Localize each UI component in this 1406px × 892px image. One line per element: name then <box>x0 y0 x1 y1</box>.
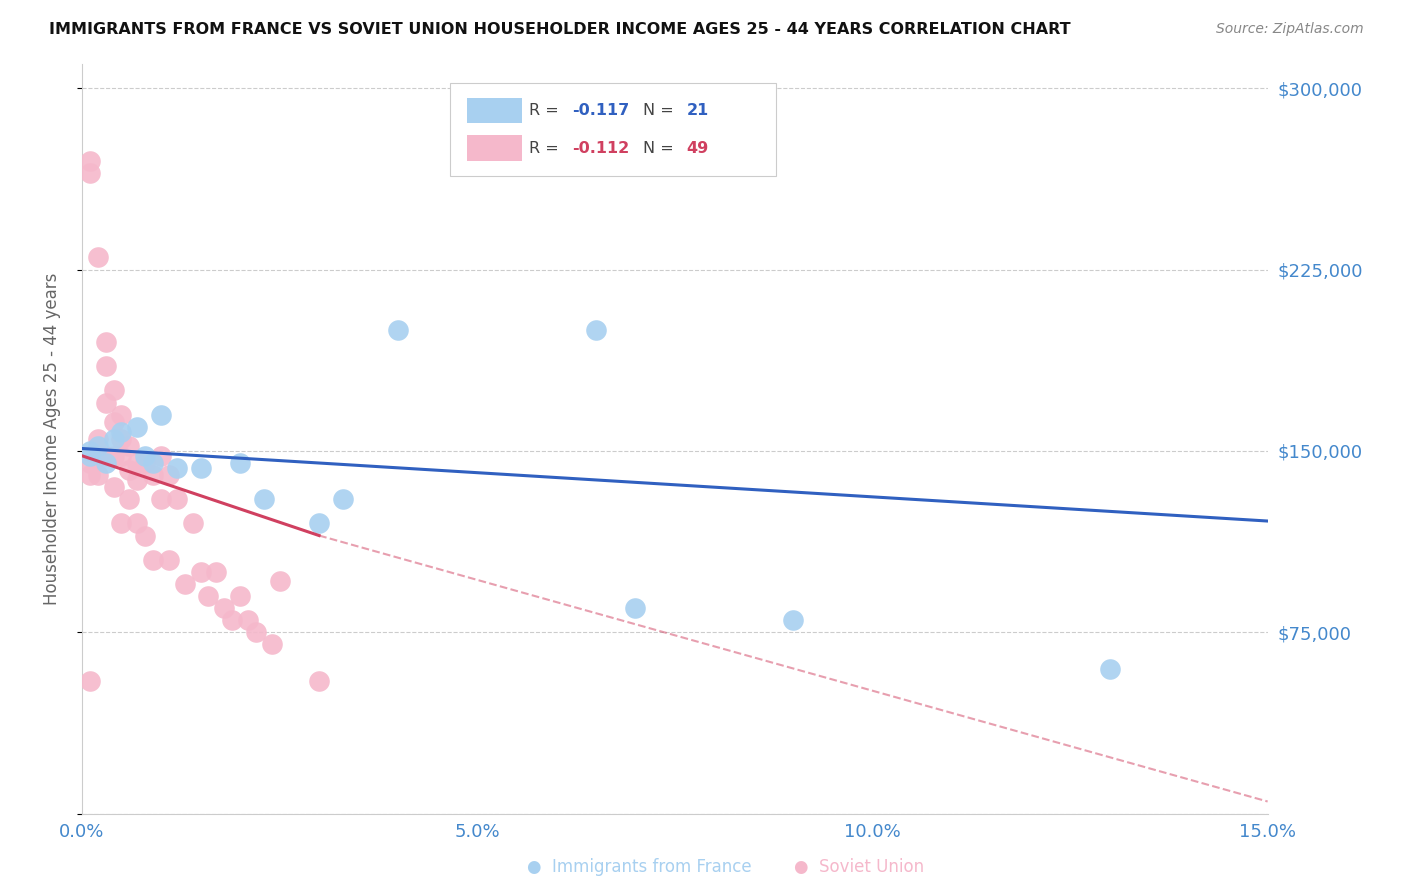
Point <box>118 439 141 453</box>
Point <box>127 456 149 470</box>
Point <box>624 601 647 615</box>
Text: R =: R = <box>529 103 564 118</box>
Point <box>94 449 117 463</box>
Point <box>118 492 141 507</box>
Point <box>212 601 235 615</box>
FancyBboxPatch shape <box>450 83 776 177</box>
Point <box>205 565 228 579</box>
Point <box>229 456 252 470</box>
Point <box>103 415 125 429</box>
Text: 49: 49 <box>686 141 709 155</box>
Point <box>585 323 607 337</box>
Point <box>79 456 101 470</box>
Point <box>110 408 132 422</box>
Point <box>87 251 110 265</box>
Text: 21: 21 <box>686 103 709 118</box>
Point <box>253 492 276 507</box>
Point <box>79 673 101 688</box>
Point <box>150 449 173 463</box>
Text: -0.112: -0.112 <box>572 141 628 155</box>
Point <box>173 577 195 591</box>
Point <box>245 625 267 640</box>
Point <box>190 460 212 475</box>
Point <box>387 323 409 337</box>
Point <box>166 460 188 475</box>
Point <box>332 492 354 507</box>
Point <box>127 516 149 531</box>
Point <box>142 456 165 470</box>
Point <box>103 432 125 446</box>
Point <box>1098 661 1121 675</box>
Text: N =: N = <box>643 141 679 155</box>
Point <box>110 516 132 531</box>
Point <box>87 449 110 463</box>
FancyBboxPatch shape <box>467 136 522 161</box>
Point <box>142 552 165 566</box>
Point <box>157 468 180 483</box>
Point <box>79 166 101 180</box>
Text: ●  Immigrants from France: ● Immigrants from France <box>527 858 752 876</box>
Point <box>150 408 173 422</box>
Text: -0.117: -0.117 <box>572 103 628 118</box>
Point <box>142 468 165 483</box>
Point <box>134 528 156 542</box>
Point <box>87 432 110 446</box>
Point <box>782 613 804 627</box>
Point <box>134 449 156 463</box>
Text: N =: N = <box>643 103 679 118</box>
Point <box>229 589 252 603</box>
Point <box>94 395 117 409</box>
Point <box>134 456 156 470</box>
Point <box>103 480 125 494</box>
Point <box>181 516 204 531</box>
Point <box>221 613 243 627</box>
Point <box>166 492 188 507</box>
Point <box>94 335 117 350</box>
Y-axis label: Householder Income Ages 25 - 44 years: Householder Income Ages 25 - 44 years <box>44 273 60 605</box>
Text: Source: ZipAtlas.com: Source: ZipAtlas.com <box>1216 22 1364 37</box>
Point <box>236 613 259 627</box>
Point <box>118 463 141 477</box>
Point <box>79 449 101 463</box>
Point <box>87 439 110 453</box>
Point <box>79 153 101 168</box>
Point <box>269 574 291 589</box>
Point <box>260 637 283 651</box>
Point <box>87 468 110 483</box>
Point <box>190 565 212 579</box>
Point <box>127 419 149 434</box>
Point <box>103 449 125 463</box>
Point <box>110 449 132 463</box>
Point <box>308 673 330 688</box>
Point <box>79 444 101 458</box>
Point <box>94 359 117 374</box>
Point <box>197 589 219 603</box>
Point <box>103 384 125 398</box>
Point <box>127 473 149 487</box>
Point <box>94 456 117 470</box>
Point <box>110 425 132 439</box>
Point <box>157 552 180 566</box>
Text: R =: R = <box>529 141 564 155</box>
Point <box>79 468 101 483</box>
Point <box>110 432 132 446</box>
Point <box>150 492 173 507</box>
Point <box>308 516 330 531</box>
Text: ●  Soviet Union: ● Soviet Union <box>794 858 925 876</box>
Text: IMMIGRANTS FROM FRANCE VS SOVIET UNION HOUSEHOLDER INCOME AGES 25 - 44 YEARS COR: IMMIGRANTS FROM FRANCE VS SOVIET UNION H… <box>49 22 1071 37</box>
FancyBboxPatch shape <box>467 98 522 123</box>
